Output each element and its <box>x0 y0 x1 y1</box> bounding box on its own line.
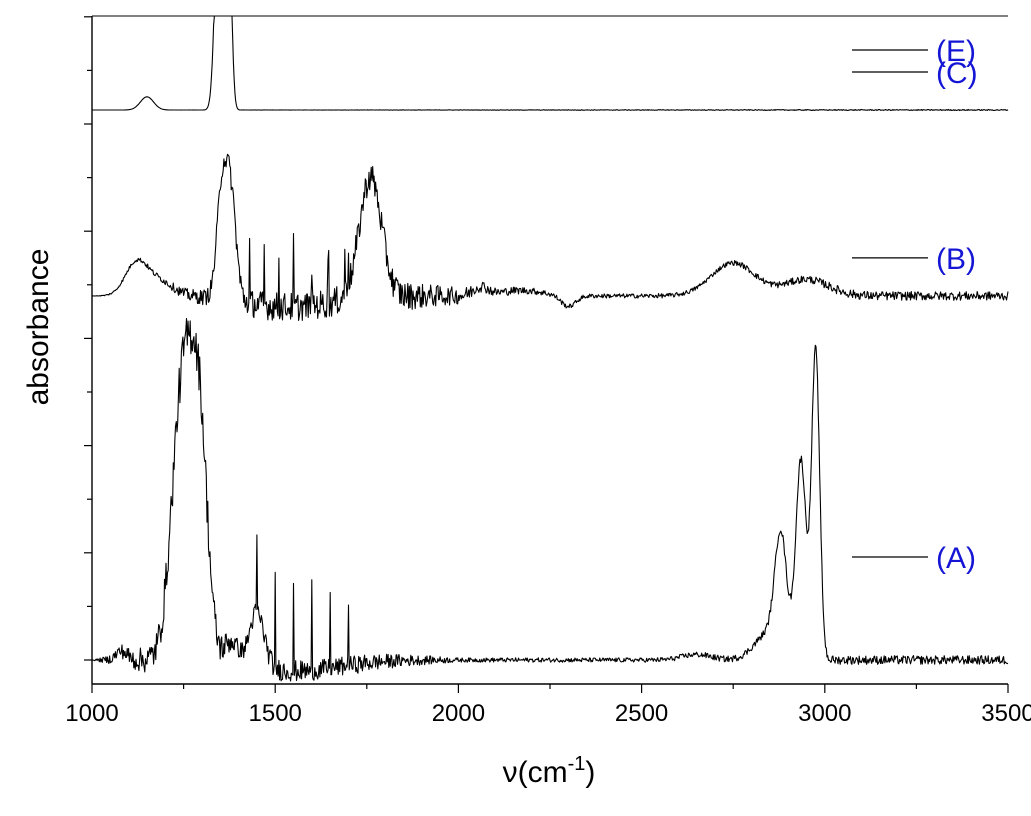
x-tick-label: 3000 <box>798 700 851 727</box>
legend-label: (A) <box>936 542 976 575</box>
plot-area <box>92 15 1009 682</box>
legend: (E)(D)(C)(B)(A) <box>852 35 978 575</box>
x-axis-label: ν(cm-1) <box>503 753 596 789</box>
y-axis-label: absorbance <box>22 249 55 406</box>
x-axis-label-exp: -1 <box>568 753 586 775</box>
x-tick-label: 3500 <box>981 700 1031 727</box>
x-tick-label: 2500 <box>615 700 668 727</box>
legend-label: (E) <box>936 35 976 68</box>
x-axis-label-close: ) <box>585 756 595 789</box>
x-ticks: 1000 1500 2000 2500 3000 3500 <box>65 684 1031 727</box>
x-tick-label: 1000 <box>65 700 118 727</box>
x-axis-label-symbol: ν <box>503 756 518 789</box>
x-axis-label-unit: (cm <box>518 756 568 789</box>
x-tick-label: 2000 <box>432 700 485 727</box>
legend-label: (B) <box>936 243 976 276</box>
axes <box>91 16 1008 685</box>
legend-label: (C) <box>936 57 978 90</box>
series-line <box>92 153 1009 321</box>
x-tick-label: 1500 <box>249 700 302 727</box>
y-ticks <box>84 16 92 661</box>
series-line <box>92 318 1009 682</box>
series-line <box>92 15 1009 112</box>
